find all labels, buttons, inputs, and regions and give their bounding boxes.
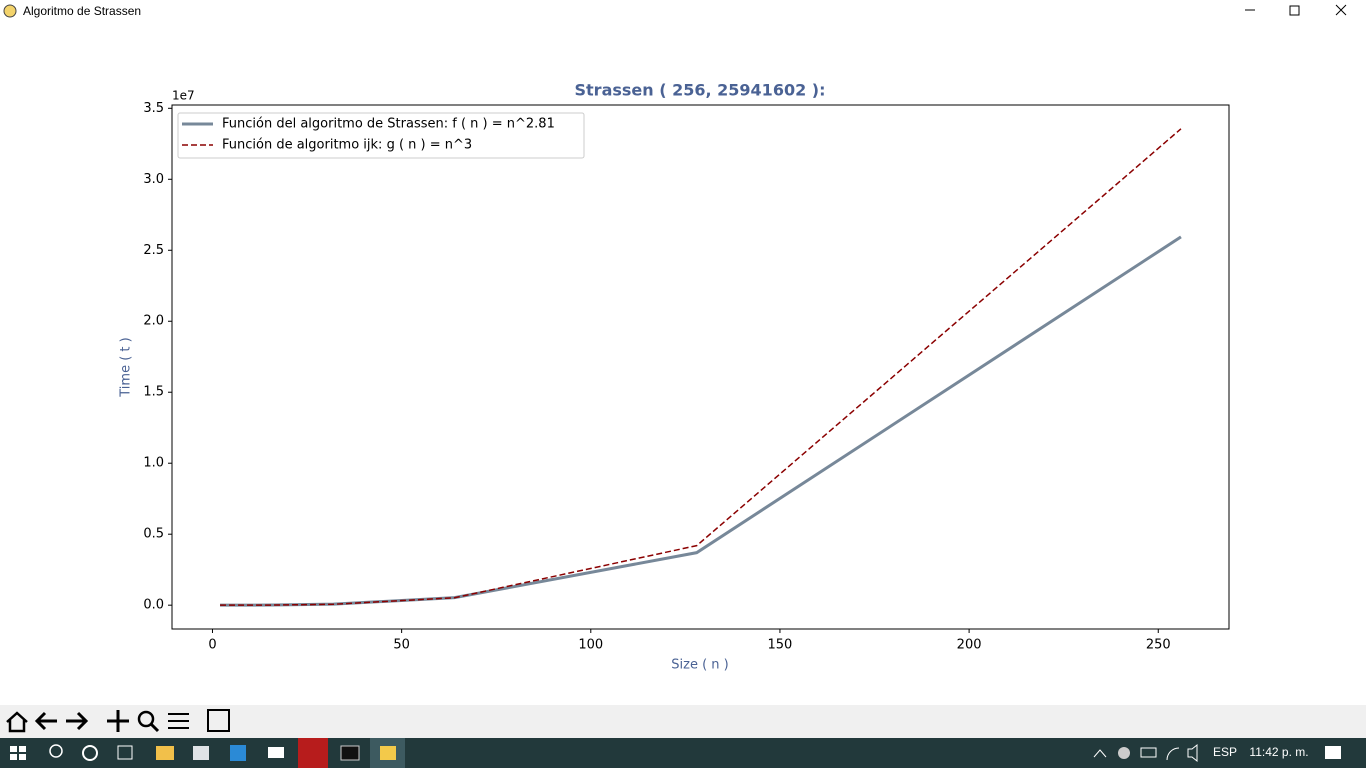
restore-button[interactable] xyxy=(1289,5,1300,16)
y-offset-label: 1e7 xyxy=(172,89,195,103)
store-app[interactable] xyxy=(193,746,209,760)
close-button[interactable] xyxy=(1335,4,1347,16)
legend-label: Función del algoritmo de Strassen: f ( n… xyxy=(222,117,555,132)
y-tick-label: 3.5 xyxy=(143,101,164,116)
tray-network-status[interactable] xyxy=(1118,747,1130,759)
app-icon xyxy=(3,4,17,18)
tray-expand[interactable] xyxy=(1093,749,1107,758)
tray-volume[interactable] xyxy=(1187,743,1198,763)
window-title: Algoritmo de Strassen xyxy=(23,4,141,18)
title-bar xyxy=(0,0,1366,24)
x-tick-label: 150 xyxy=(768,638,793,653)
taskbar xyxy=(0,738,1366,768)
series-line xyxy=(220,128,1182,606)
y-tick-label: 0.0 xyxy=(143,598,164,613)
y-tick-label: 1.5 xyxy=(143,385,164,400)
toolbar xyxy=(0,705,1366,738)
tray-wifi[interactable] xyxy=(1166,747,1180,761)
legend-box xyxy=(177,112,585,159)
tray-battery[interactable] xyxy=(1140,747,1157,758)
y-tick-label: 3.0 xyxy=(143,172,164,187)
y-tick-label: 1.0 xyxy=(143,456,164,471)
task-view-button[interactable] xyxy=(117,745,133,760)
x-tick-label: 0 xyxy=(208,638,216,653)
forward-button[interactable] xyxy=(66,711,89,731)
vscode-app[interactable] xyxy=(230,745,246,761)
x-axis-label: Size ( n ) xyxy=(671,658,728,673)
zoom-button[interactable] xyxy=(137,710,155,728)
y-axis-label: Time ( t ) xyxy=(119,337,134,397)
python-app-icon xyxy=(380,746,396,760)
pan-button[interactable] xyxy=(107,710,129,732)
explorer-app[interactable] xyxy=(156,746,174,760)
language-indicator[interactable]: ESP xyxy=(1213,745,1237,759)
search-button[interactable] xyxy=(49,744,63,758)
zoom-handle xyxy=(149,722,160,733)
start-button[interactable] xyxy=(10,746,26,760)
home-button[interactable] xyxy=(6,711,28,733)
terminal-app[interactable] xyxy=(340,745,360,761)
clock[interactable]: 11:42 p. m. xyxy=(1249,745,1308,759)
x-tick-label: 250 xyxy=(1146,638,1171,653)
cortana-button[interactable] xyxy=(82,745,98,761)
mail-app[interactable] xyxy=(268,747,284,758)
y-tick-label: 0.5 xyxy=(143,527,164,542)
legend-label: Función de algoritmo ijk: g ( n ) = n^3 xyxy=(222,138,472,153)
x-tick-label: 100 xyxy=(578,638,603,653)
configure-button[interactable] xyxy=(168,713,189,729)
chart-title: Strassen ( 256, 25941602 ): xyxy=(575,81,826,100)
y-tick-label: 2.0 xyxy=(143,314,164,329)
x-tick-label: 50 xyxy=(393,638,410,653)
notifications-button[interactable] xyxy=(1325,746,1341,759)
y-tick-label: 2.5 xyxy=(143,243,164,258)
save-button[interactable] xyxy=(207,709,230,732)
x-tick-label: 200 xyxy=(957,638,982,653)
opera-app[interactable] xyxy=(298,738,328,768)
back-button[interactable] xyxy=(34,711,57,731)
